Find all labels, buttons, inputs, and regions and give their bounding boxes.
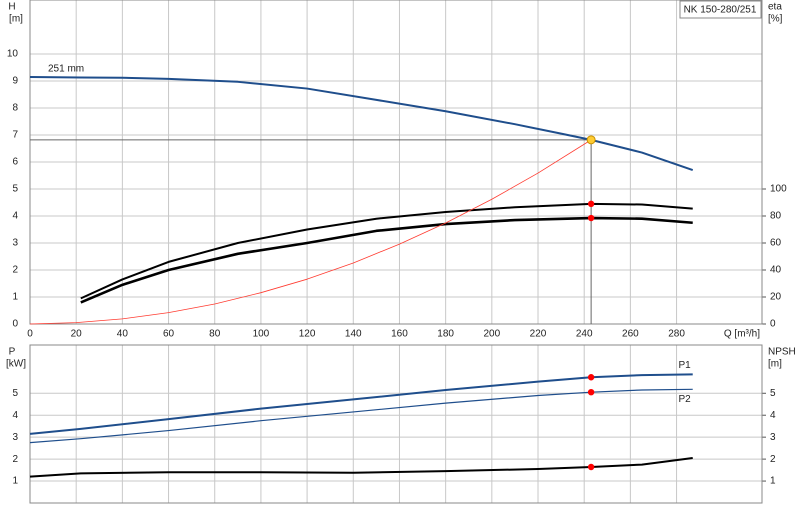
x-tick-label: 20 bbox=[71, 329, 83, 340]
y2-axis-label: eta bbox=[768, 2, 782, 13]
y-tick-label: 4 bbox=[12, 211, 18, 222]
y-tick-label: 1 bbox=[12, 476, 18, 487]
y-tick-label: 5 bbox=[12, 388, 18, 399]
curve bbox=[29, 457, 693, 478]
operating-point bbox=[587, 214, 595, 222]
y2-tick-label: 80 bbox=[770, 211, 782, 222]
y2-axis-unit: [%] bbox=[768, 14, 783, 25]
plot-frame bbox=[29, 344, 763, 504]
operating-point bbox=[587, 388, 595, 396]
x-tick-label: 0 bbox=[27, 329, 33, 340]
operating-point bbox=[587, 463, 595, 471]
y-tick-label: 5 bbox=[12, 184, 18, 195]
y-tick-label: 2 bbox=[12, 265, 18, 276]
x-tick-label: 100 bbox=[253, 329, 270, 340]
x-tick-label: 220 bbox=[530, 329, 547, 340]
y-axis-label: H bbox=[8, 2, 15, 13]
x-tick-label: 280 bbox=[668, 329, 685, 340]
y-tick-label: 3 bbox=[12, 238, 18, 249]
y-tick-label: 6 bbox=[12, 157, 18, 168]
y2-tick-label: 4 bbox=[770, 410, 776, 421]
x-tick-label: 140 bbox=[345, 329, 362, 340]
y-tick-label: 7 bbox=[12, 130, 18, 141]
curve bbox=[80, 216, 693, 304]
y2-tick-label: 60 bbox=[770, 238, 782, 249]
x-tick-label: 80 bbox=[209, 329, 221, 340]
curve bbox=[29, 75, 694, 172]
y-tick-label: 10 bbox=[7, 49, 19, 60]
x-tick-label: 160 bbox=[391, 329, 408, 340]
y2-axis-label: NPSH bbox=[768, 347, 796, 358]
plot-frame bbox=[29, 0, 763, 325]
x-axis-label: Q [m³/h] bbox=[724, 329, 760, 340]
y-tick-label: 9 bbox=[12, 76, 18, 87]
curve-label: 251 mm bbox=[48, 64, 84, 75]
title-box bbox=[679, 0, 762, 19]
y-tick-label: 8 bbox=[12, 103, 18, 114]
y2-tick-label: 1 bbox=[770, 476, 776, 487]
y2-tick-label: 5 bbox=[770, 388, 776, 399]
y-tick-label: 1 bbox=[12, 292, 18, 303]
operating-point bbox=[587, 200, 595, 208]
y-axis-unit: [m] bbox=[9, 14, 23, 25]
y-axis-label: P bbox=[9, 347, 16, 358]
y2-tick-label: 0 bbox=[770, 319, 776, 330]
y-axis-unit: [kW] bbox=[6, 359, 26, 370]
y2-tick-label: 3 bbox=[770, 432, 776, 443]
y-tick-label: 0 bbox=[12, 319, 18, 330]
curve-label: P1 bbox=[678, 360, 691, 371]
y2-tick-label: 40 bbox=[770, 265, 782, 276]
y-tick-label: 2 bbox=[12, 454, 18, 465]
x-tick-label: 40 bbox=[117, 329, 129, 340]
x-tick-label: 60 bbox=[163, 329, 175, 340]
operating-point bbox=[587, 374, 595, 381]
x-tick-label: 180 bbox=[437, 329, 454, 340]
operating-point bbox=[586, 135, 596, 145]
y-tick-label: 4 bbox=[12, 410, 18, 421]
y2-tick-label: 100 bbox=[770, 184, 787, 195]
curve-label: P2 bbox=[678, 394, 691, 405]
curve bbox=[80, 202, 693, 300]
curve bbox=[29, 388, 693, 444]
curve bbox=[29, 139, 592, 325]
y2-axis-unit: [m] bbox=[768, 359, 782, 370]
curve bbox=[29, 373, 693, 435]
x-tick-label: 260 bbox=[622, 329, 639, 340]
y2-tick-label: 2 bbox=[770, 454, 776, 465]
x-tick-label: 200 bbox=[483, 329, 500, 340]
chart-title: NK 150-280/251 bbox=[684, 5, 757, 16]
y-tick-label: 3 bbox=[12, 432, 18, 443]
x-tick-label: 120 bbox=[299, 329, 316, 340]
x-tick-label: 240 bbox=[576, 329, 593, 340]
y2-tick-label: 20 bbox=[770, 292, 782, 303]
